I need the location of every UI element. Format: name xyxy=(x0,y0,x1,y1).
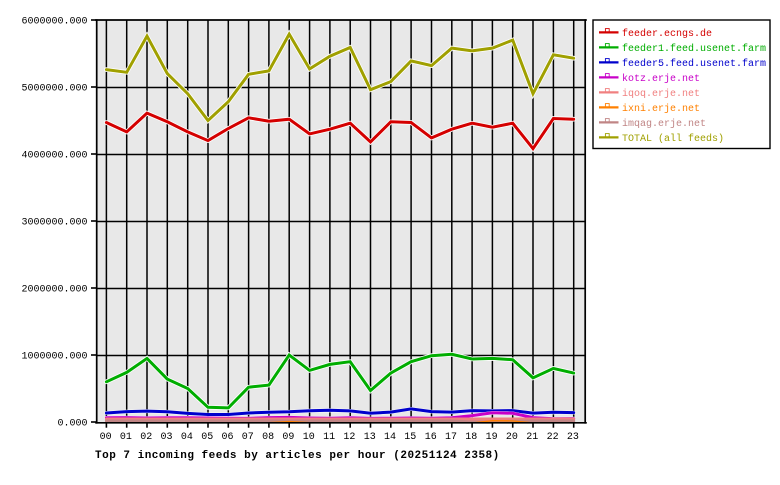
svg-text:4000000.000: 4000000.000 xyxy=(21,150,87,161)
svg-text:5000000.000: 5000000.000 xyxy=(21,83,87,94)
svg-text:0.000: 0.000 xyxy=(57,418,87,429)
svg-text:16: 16 xyxy=(425,432,437,443)
svg-text:10: 10 xyxy=(303,432,315,443)
svg-text:Top 7 incoming feeds by articl: Top 7 incoming feeds by articles per hou… xyxy=(95,450,500,462)
svg-text:TOTAL (all feeds): TOTAL (all feeds) xyxy=(622,133,724,145)
svg-text:09: 09 xyxy=(282,432,294,443)
svg-text:23: 23 xyxy=(567,432,579,443)
svg-text:2000000.000: 2000000.000 xyxy=(21,284,87,295)
svg-text:20: 20 xyxy=(506,432,518,443)
svg-text:feeder.ecngs.de: feeder.ecngs.de xyxy=(622,28,712,40)
svg-text:03: 03 xyxy=(160,432,172,443)
svg-text:imqag.erje.net: imqag.erje.net xyxy=(622,118,706,130)
svg-text:12: 12 xyxy=(343,432,355,443)
svg-text:15: 15 xyxy=(404,432,416,443)
svg-text:kotz.erje.net: kotz.erje.net xyxy=(622,73,700,85)
svg-text:18: 18 xyxy=(465,432,477,443)
svg-text:22: 22 xyxy=(547,432,559,443)
svg-text:1000000.000: 1000000.000 xyxy=(21,351,87,362)
svg-text:feeder5.feed.usenet.farm: feeder5.feed.usenet.farm xyxy=(622,58,766,70)
svg-text:00: 00 xyxy=(100,432,112,443)
svg-text:07: 07 xyxy=(242,432,254,443)
svg-text:ixni.erje.net: ixni.erje.net xyxy=(622,103,700,115)
svg-text:06: 06 xyxy=(221,432,233,443)
svg-text:05: 05 xyxy=(201,432,213,443)
svg-text:04: 04 xyxy=(181,432,193,443)
svg-text:6000000.000: 6000000.000 xyxy=(21,16,87,27)
svg-text:3000000.000: 3000000.000 xyxy=(21,217,87,228)
svg-text:11: 11 xyxy=(323,432,335,443)
svg-text:21: 21 xyxy=(526,432,538,443)
svg-text:08: 08 xyxy=(262,432,274,443)
svg-text:iqoq.erje.net: iqoq.erje.net xyxy=(622,88,700,100)
svg-text:14: 14 xyxy=(384,432,396,443)
svg-text:01: 01 xyxy=(120,432,132,443)
svg-text:19: 19 xyxy=(486,432,498,443)
svg-text:17: 17 xyxy=(445,432,457,443)
svg-text:feeder1.feed.usenet.farm: feeder1.feed.usenet.farm xyxy=(622,43,766,55)
svg-text:13: 13 xyxy=(364,432,376,443)
svg-text:02: 02 xyxy=(140,432,152,443)
